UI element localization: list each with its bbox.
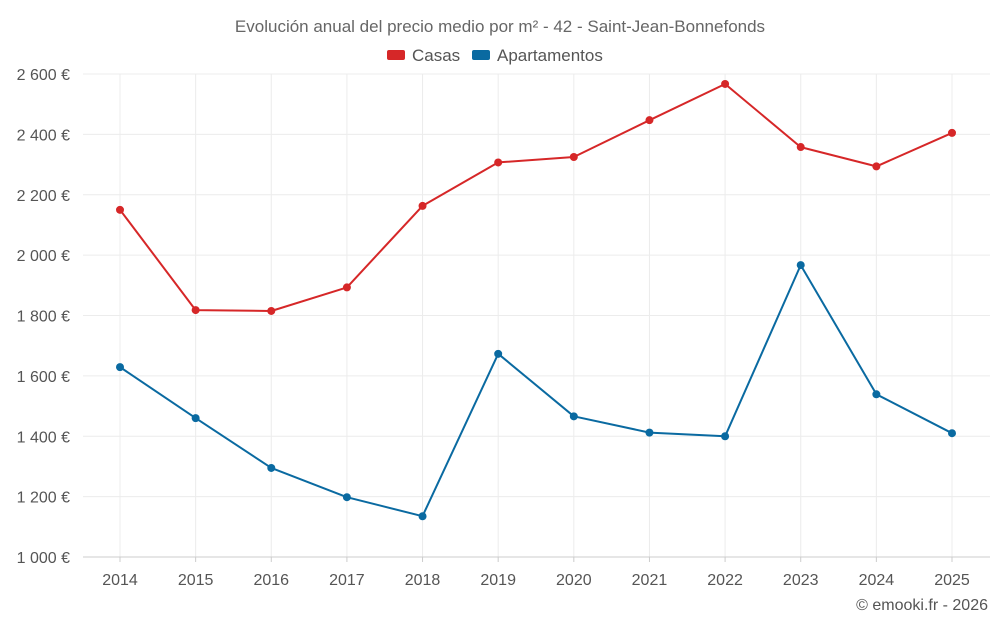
data-point-casas xyxy=(494,158,503,167)
data-point-casas xyxy=(191,306,200,315)
series-line-casas xyxy=(119,83,953,312)
series xyxy=(116,79,956,521)
legend-item-casas[interactable]: Casas xyxy=(387,46,460,65)
x-tick-label: 2019 xyxy=(480,572,516,589)
x-tick-label: 2017 xyxy=(329,572,365,589)
data-point-apartamentos xyxy=(267,463,276,472)
data-point-apartamentos xyxy=(191,414,200,423)
x-tick-label: 2022 xyxy=(707,572,743,589)
data-point-apartamentos xyxy=(418,512,427,521)
data-point-casas xyxy=(267,306,276,315)
data-point-apartamentos xyxy=(569,412,578,421)
data-point-casas xyxy=(418,201,427,210)
x-tick-label: 2021 xyxy=(632,572,668,589)
legend-label-casas: Casas xyxy=(412,46,460,65)
x-tick-label: 2025 xyxy=(934,572,970,589)
legend-item-apartamentos[interactable]: Apartamentos xyxy=(472,46,603,65)
data-point-casas xyxy=(948,128,956,137)
y-tick-label: 2 000 € xyxy=(17,248,70,265)
data-point-casas xyxy=(342,283,351,292)
data-point-apartamentos xyxy=(116,363,124,372)
legend-swatch-apartamentos xyxy=(472,50,490,60)
data-point-casas xyxy=(721,79,730,88)
y-tick-label: 2 600 € xyxy=(17,67,70,84)
data-point-apartamentos xyxy=(796,261,805,270)
y-tick-label: 1 800 € xyxy=(17,309,70,326)
chart-title: Evolución anual del precio medio por m² … xyxy=(235,17,765,36)
data-point-apartamentos xyxy=(645,428,654,437)
y-tick-label: 2 400 € xyxy=(17,127,70,144)
x-tick-label: 2018 xyxy=(405,572,441,589)
data-point-apartamentos xyxy=(721,432,730,441)
data-point-casas xyxy=(796,143,805,152)
grid xyxy=(83,73,990,558)
y-tick-label: 1 200 € xyxy=(17,490,70,507)
x-tick-label: 2016 xyxy=(253,572,289,589)
legend-label-apartamentos: Apartamentos xyxy=(497,46,603,65)
legend: Casas Apartamentos xyxy=(387,46,603,65)
data-point-apartamentos xyxy=(948,429,956,438)
y-tick-label: 2 200 € xyxy=(17,188,70,205)
axes: 1 000 € 1 200 € 1 400 € 1 600 € 1 800 € 2 000… xyxy=(17,67,990,589)
data-point-casas xyxy=(645,116,654,125)
data-point-apartamentos xyxy=(872,390,881,399)
data-point-casas xyxy=(116,205,124,214)
y-tick-label: 1 400 € xyxy=(17,429,70,446)
x-tick-label: 2015 xyxy=(178,572,214,589)
y-tick-label: 1 600 € xyxy=(17,369,70,386)
x-tick-label: 2020 xyxy=(556,572,592,589)
data-point-apartamentos xyxy=(342,493,351,502)
chart-credit: © emooki.fr - 2026 xyxy=(856,597,988,614)
x-tick-label: 2023 xyxy=(783,572,819,589)
x-tick-label: 2024 xyxy=(859,572,895,589)
data-point-casas xyxy=(569,153,578,162)
data-point-casas xyxy=(872,162,881,171)
legend-swatch-casas xyxy=(387,50,405,60)
data-point-apartamentos xyxy=(494,349,503,358)
x-tick-label: 2014 xyxy=(102,572,138,589)
series-line-apartamentos xyxy=(119,264,953,518)
y-tick-label: 1 000 € xyxy=(17,550,70,567)
